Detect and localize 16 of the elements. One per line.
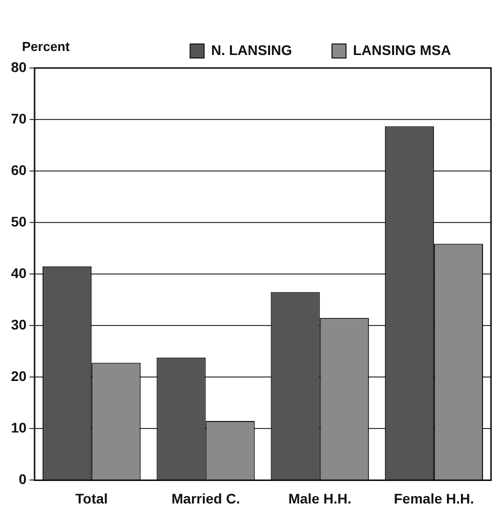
y-tick-label: 70 — [10, 110, 27, 126]
y-tick-label: 50 — [10, 213, 27, 230]
y-tick-label: 30 — [10, 316, 27, 332]
y-tick-label: 80 — [10, 58, 27, 75]
x-tick-label: Male H.H. — [288, 490, 352, 506]
y-tick-label: 20 — [10, 368, 27, 384]
x-tick-label: Total — [75, 490, 108, 506]
y-tick-label: 0 — [18, 471, 27, 488]
y-tick-label: 40 — [10, 264, 27, 281]
y-axis-title: Percent — [22, 39, 70, 54]
legend-label: LANSING MSA — [353, 42, 451, 58]
legend-label: N. LANSING — [211, 42, 292, 58]
x-tick-label: Married C. — [172, 490, 240, 506]
y-tick-label: 60 — [10, 162, 27, 178]
x-tick-label: Female H.H. — [394, 490, 474, 506]
y-tick-label: 10 — [10, 420, 27, 436]
